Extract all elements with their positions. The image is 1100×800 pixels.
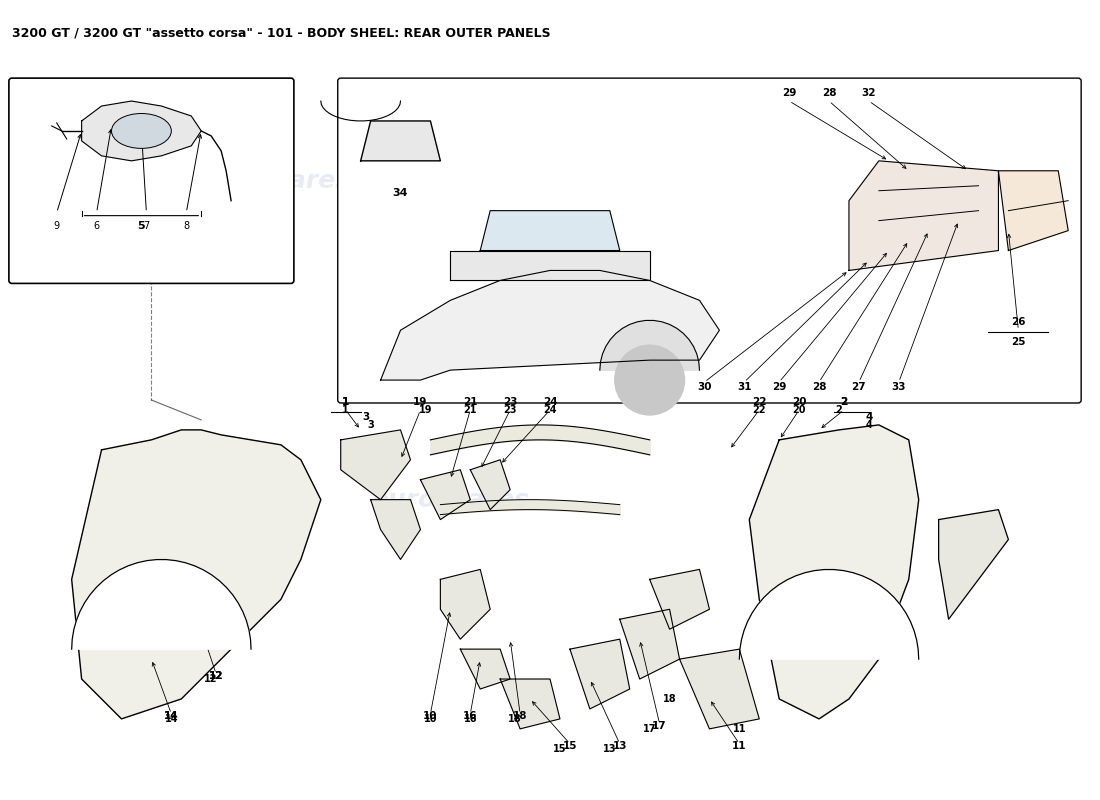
Text: 21: 21 (463, 405, 477, 415)
Polygon shape (420, 470, 471, 519)
Circle shape (615, 345, 684, 415)
Text: 34: 34 (393, 188, 408, 198)
Text: 24: 24 (542, 397, 558, 407)
Text: 14: 14 (165, 714, 178, 724)
Text: 12: 12 (209, 671, 223, 681)
Text: 27: 27 (851, 382, 866, 392)
Text: 20: 20 (792, 405, 806, 415)
Text: 21: 21 (463, 397, 477, 407)
Text: 11: 11 (733, 741, 747, 750)
Text: 17: 17 (652, 721, 667, 731)
Text: 20: 20 (792, 397, 806, 407)
Polygon shape (600, 321, 700, 370)
Polygon shape (471, 460, 510, 510)
Polygon shape (680, 649, 759, 729)
Polygon shape (381, 270, 719, 380)
Text: 1: 1 (342, 397, 350, 407)
Text: eurospares: eurospares (191, 169, 350, 193)
Text: 10: 10 (424, 711, 438, 721)
Text: 32: 32 (861, 88, 876, 98)
Text: 3: 3 (362, 412, 370, 422)
Polygon shape (440, 570, 491, 639)
Text: 13: 13 (603, 744, 616, 754)
Text: 11: 11 (733, 724, 746, 734)
Text: 2: 2 (840, 397, 848, 407)
Text: 25: 25 (1011, 337, 1025, 347)
Polygon shape (72, 559, 251, 649)
Ellipse shape (111, 114, 172, 148)
Text: 12: 12 (209, 671, 223, 681)
Text: 9: 9 (54, 221, 59, 230)
Polygon shape (72, 430, 321, 719)
Polygon shape (999, 170, 1068, 250)
Polygon shape (500, 679, 560, 729)
Text: 30: 30 (697, 382, 712, 392)
Polygon shape (619, 610, 680, 679)
Text: 14: 14 (164, 711, 178, 721)
Text: 10: 10 (424, 714, 437, 724)
Text: 22: 22 (752, 405, 766, 415)
Polygon shape (81, 101, 201, 161)
Text: 26: 26 (1011, 318, 1025, 327)
Polygon shape (938, 510, 1009, 619)
Text: 24: 24 (543, 405, 557, 415)
Text: 33: 33 (891, 382, 906, 392)
Text: 19: 19 (419, 405, 432, 415)
Polygon shape (849, 161, 999, 270)
Text: 15: 15 (563, 741, 578, 750)
Text: eurospares: eurospares (620, 238, 779, 262)
Text: 23: 23 (504, 405, 517, 415)
Text: 6: 6 (94, 221, 100, 230)
Text: 12: 12 (205, 674, 218, 684)
FancyBboxPatch shape (9, 78, 294, 283)
Text: 3: 3 (367, 420, 374, 430)
Text: 29: 29 (782, 88, 796, 98)
Text: 23: 23 (503, 397, 517, 407)
Polygon shape (481, 210, 619, 250)
Text: 16: 16 (463, 711, 477, 721)
Polygon shape (460, 649, 510, 689)
Text: 18: 18 (663, 694, 676, 704)
Text: 7: 7 (143, 221, 150, 230)
Polygon shape (749, 425, 918, 719)
Text: 8: 8 (184, 221, 189, 230)
Text: 28: 28 (812, 382, 826, 392)
Polygon shape (739, 570, 918, 659)
Text: 22: 22 (752, 397, 767, 407)
Text: 1: 1 (342, 397, 350, 407)
Text: 14: 14 (164, 711, 178, 721)
Text: 2: 2 (840, 397, 848, 407)
Text: 5: 5 (138, 221, 145, 230)
FancyBboxPatch shape (338, 78, 1081, 403)
Text: 28: 28 (822, 88, 836, 98)
Text: 18: 18 (508, 714, 521, 724)
Text: 19: 19 (414, 397, 428, 407)
Text: 15: 15 (553, 744, 566, 754)
Text: 18: 18 (513, 711, 527, 721)
Text: 13: 13 (613, 741, 627, 750)
Polygon shape (570, 639, 629, 709)
Polygon shape (371, 500, 420, 559)
Text: 4: 4 (866, 420, 872, 430)
Polygon shape (650, 570, 710, 630)
Text: 4: 4 (866, 412, 872, 422)
Text: 31: 31 (737, 382, 751, 392)
Text: eurospares: eurospares (372, 488, 529, 512)
Polygon shape (450, 250, 650, 281)
Text: 3200 GT / 3200 GT "assetto corsa" - 101 - BODY SHEEL: REAR OUTER PANELS: 3200 GT / 3200 GT "assetto corsa" - 101 … (12, 26, 550, 39)
Text: 17: 17 (642, 724, 657, 734)
Polygon shape (341, 430, 410, 500)
Text: 1: 1 (342, 405, 349, 415)
Text: 16: 16 (463, 714, 477, 724)
Polygon shape (361, 121, 440, 161)
Text: 2: 2 (836, 405, 843, 415)
Text: 29: 29 (772, 382, 786, 392)
